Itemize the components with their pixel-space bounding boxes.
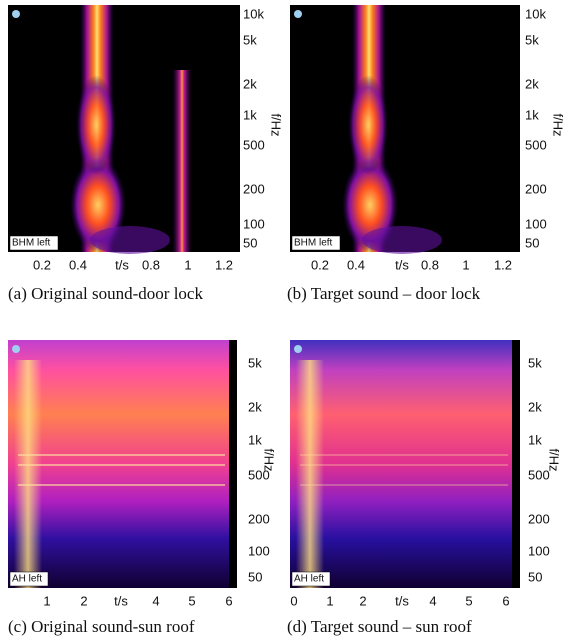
x-tick-label: 1 [462,257,469,272]
corner-dot [294,345,302,353]
inset-box [9,571,49,587]
y-tick-label: 50 [243,235,257,250]
y-tick-label: 50 [525,235,539,250]
x-tick-label: 0 [290,593,297,608]
y-tick-label: 500 [525,137,547,152]
y-tick-label: 1k [528,432,542,447]
y-tick-label: 50 [528,569,542,584]
y-tick-label: 50 [248,569,262,584]
x-tick-label: 0.8 [142,257,160,272]
y-tick-label: 1k [248,432,262,447]
inset-box [291,571,331,587]
x-tick-label: 6 [502,593,509,608]
caption: (d) Target sound – sun roof [287,617,472,636]
panel: BHM left 10k 5k 2k 1k 500 200 100 50 f/Hz 0.2 0.4 0.… [8,5,284,303]
y-tick-label: 200 [243,181,265,196]
y-tick-label: 10k [525,6,546,21]
x-tick-label: 2 [359,593,366,608]
spectrogram-blob [90,226,170,254]
x-tick-label: 0.4 [347,257,365,272]
y-tick-label: 500 [243,137,265,152]
x-tick-label: 0.2 [33,257,51,272]
y-tick-label: 1k [243,107,257,122]
panel: BHM left 10k 5k 2k 1k 500 200 100 50 f/Hz 0.2 0.4 0.… [287,5,566,303]
x-axis-label: t/s [395,593,409,608]
y-tick-label: 200 [248,511,270,526]
y-tick-label: 5k [525,32,539,47]
panel: AH left 5k 2k 1k 500 200 100 50 f/Hz 1 2 4 5 6 t/s (c) … [8,340,277,636]
spectrogram-onset [296,360,324,588]
y-tick-label: 2k [528,399,542,414]
x-tick-label: 6 [225,593,232,608]
caption: (a) Original sound-door lock [8,284,203,303]
y-tick-label: 100 [525,216,547,231]
x-tick-label: 2 [80,593,87,608]
y-tick-label: 200 [525,181,547,196]
inset-label: AH left [12,574,42,585]
inset-box [9,235,59,251]
y-tick-label: 200 [528,511,550,526]
y-axis-label: f/Hz [551,113,566,136]
spectrogram-blob [362,226,442,254]
corner-dot [12,10,20,18]
y-tick-label: 100 [243,216,265,231]
spectrogram-body [8,340,229,588]
x-tick-label: 5 [188,593,195,608]
x-tick-label: 0.8 [421,257,439,272]
x-tick-label: 0.2 [311,257,329,272]
y-tick-label: 100 [528,543,550,558]
spectrogram-onset [14,360,42,588]
inset-box [291,235,341,251]
y-tick-label: 500 [528,467,550,482]
x-tick-label: 4 [429,593,436,608]
y-axis-label: f/Hz [269,113,284,136]
y-axis-label: f/Hz [262,448,277,471]
x-axis-label: t/s [114,593,128,608]
caption: (b) Target sound – door lock [287,284,481,303]
corner-dot [12,345,20,353]
y-tick-label: 1k [525,107,539,122]
x-axis-label: t/s [395,257,409,272]
y-tick-label: 100 [248,543,270,558]
y-tick-label: 2k [243,76,257,91]
x-tick-label: 4 [152,593,159,608]
y-tick-label: 5k [528,355,542,370]
x-tick-label: 1 [326,593,333,608]
inset-label: AH left [294,574,324,585]
y-tick-label: 500 [248,467,270,482]
inset-label: BHM left [294,238,333,249]
spectrogram-bg [290,5,520,252]
y-tick-label: 5k [243,32,257,47]
spectrogram-blob [76,75,116,175]
inset-label: BHM left [12,238,51,249]
y-tick-label: 2k [248,399,262,414]
corner-dot [294,10,302,18]
y-tick-label: 10k [243,6,264,21]
spectrogram-body [290,340,512,588]
x-tick-label: 1.2 [215,257,233,272]
y-tick-label: 5k [248,355,262,370]
x-tick-label: 1.2 [494,257,512,272]
x-tick-label: 0.4 [69,257,87,272]
x-axis-label: t/s [115,257,129,272]
panel: AH left 5k 2k 1k 500 200 100 50 f/Hz 0 1 2 4 5 6 t/s (d)… [287,340,562,636]
x-tick-label: 1 [184,257,191,272]
y-axis-label: f/Hz [547,448,562,471]
spectrogram-streak [172,70,192,252]
caption: (c) Original sound-sun roof [8,617,195,636]
x-tick-label: 1 [43,593,50,608]
x-tick-label: 5 [465,593,472,608]
y-tick-label: 2k [525,76,539,91]
spectrogram-blob [348,75,388,175]
